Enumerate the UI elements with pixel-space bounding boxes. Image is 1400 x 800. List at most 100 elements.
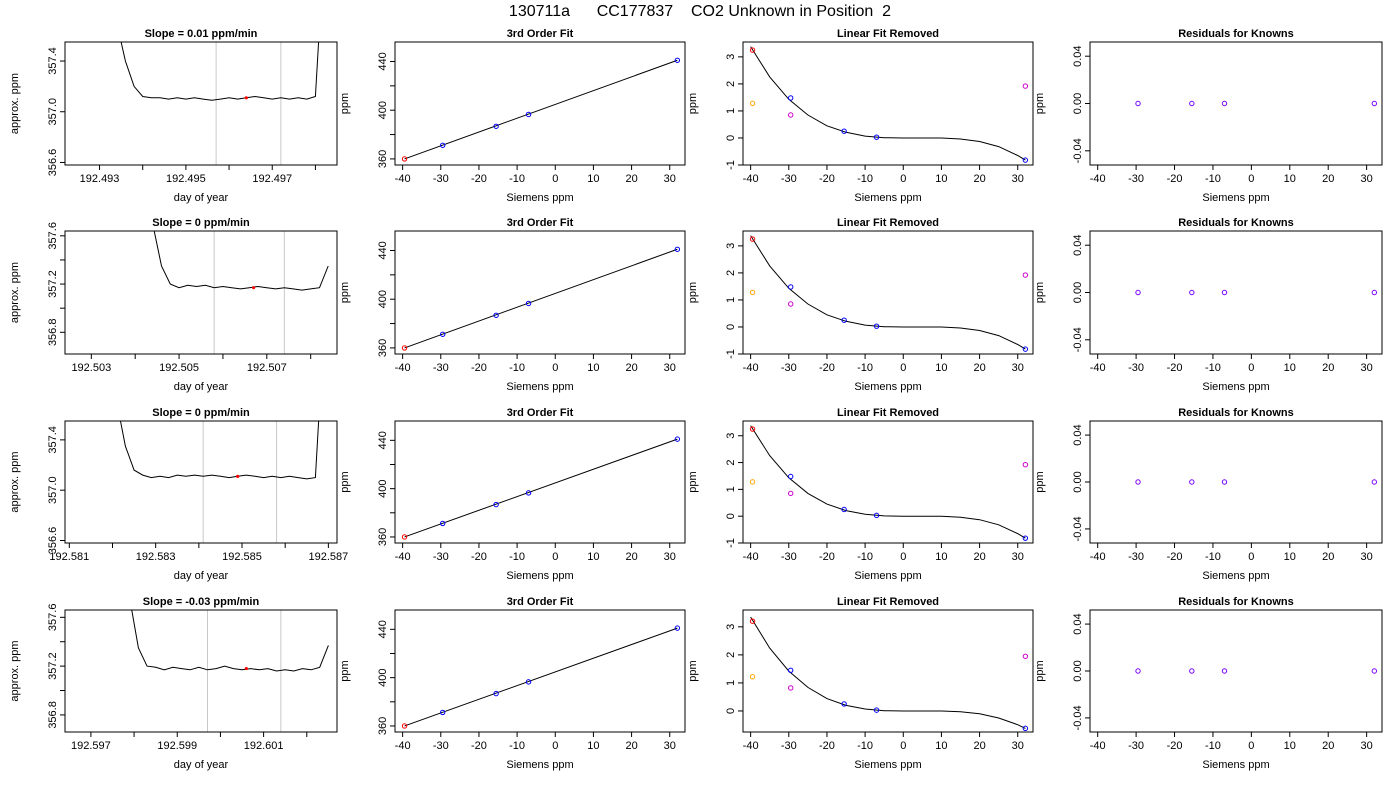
- x-tick-label: -30: [1128, 173, 1144, 185]
- x-tick-label: 10: [587, 740, 599, 752]
- x-tick-label: 0: [1248, 173, 1254, 185]
- data-point: [1135, 668, 1141, 674]
- x-tick-label: 10: [587, 551, 599, 563]
- page-title: 130711a CC177837 CO2 Unknown in Position…: [508, 3, 892, 20]
- x-tick-label: 30: [1361, 173, 1373, 185]
- data-point: [493, 501, 499, 508]
- y-tick-label: 0: [725, 513, 737, 519]
- x-tick-label: -10: [509, 740, 525, 752]
- x-tick-label: -40: [395, 551, 411, 563]
- x-tick-label: 10: [1284, 740, 1296, 752]
- data-point: [1189, 668, 1195, 674]
- x-tick-label: -30: [433, 173, 449, 185]
- chart-title: Slope = 0.01 ppm/min: [145, 28, 258, 40]
- data-point: [1371, 479, 1378, 485]
- chart-title: Residuals for Knowns: [1178, 596, 1294, 608]
- y-tick-label: 357.4: [47, 47, 59, 75]
- y-tick-label: 1: [725, 108, 737, 114]
- x-tick-label: 192.507: [247, 362, 287, 374]
- y-tick-label: 0.00: [1072, 660, 1084, 681]
- chart-title: Linear Fit Removed: [837, 596, 939, 608]
- y-axis-label: approx. ppm: [9, 262, 21, 323]
- data-point: [841, 701, 847, 707]
- data-point: [1135, 479, 1141, 485]
- y-tick-label: 357.2: [47, 652, 59, 680]
- data-point: [1135, 289, 1141, 296]
- x-axis-label: Siemens ppm: [506, 570, 573, 582]
- x-tick-label: -20: [819, 740, 835, 752]
- x-tick-label: 30: [1012, 551, 1024, 563]
- data-point: [674, 57, 681, 63]
- y-tick-label: 356.8: [47, 701, 59, 729]
- y-tick-label: -0.04: [1072, 327, 1084, 352]
- x-tick-label: 10: [1284, 551, 1296, 563]
- plot-area: [119, 421, 320, 543]
- x-tick-label: -10: [509, 551, 525, 563]
- data-point: [439, 142, 446, 148]
- x-tick-label: -20: [471, 173, 487, 185]
- x-tick-label: 20: [625, 551, 637, 563]
- data-point: [525, 490, 532, 496]
- data-point: [1371, 668, 1378, 674]
- data-point: [439, 709, 446, 716]
- fit-curve: [750, 235, 1026, 350]
- x-tick-label: -40: [395, 740, 411, 752]
- plot-frame: [1089, 420, 1383, 544]
- x-tick-label: 0: [1248, 740, 1254, 752]
- x-tick-label: 20: [625, 362, 637, 374]
- data-point: [787, 112, 794, 118]
- plot-area: [401, 625, 681, 729]
- trace-line: [120, 42, 320, 101]
- y-tick-label: 440: [377, 431, 389, 449]
- x-tick-label: -20: [819, 173, 835, 185]
- data-point: [787, 473, 794, 480]
- x-tick-label: -40: [1090, 173, 1106, 185]
- x-tick-label: -40: [743, 173, 759, 185]
- x-tick-label: 10: [587, 362, 599, 374]
- data-point: [787, 685, 794, 691]
- x-tick-label: 30: [664, 173, 676, 185]
- plot-area: [749, 616, 1029, 732]
- chart-title: Slope = -0.03 ppm/min: [143, 596, 260, 608]
- x-axis-label: Siemens ppm: [506, 759, 573, 771]
- data-point: [1022, 272, 1029, 278]
- x-axis-label: Siemens ppm: [1202, 759, 1269, 771]
- data-point: [1022, 83, 1029, 89]
- y-axis-label: ppm: [1034, 660, 1046, 681]
- x-axis-label: Siemens ppm: [1202, 381, 1269, 393]
- y-tick-label: 3: [725, 243, 737, 249]
- chart-panel-2-4: Residuals for Knowns Siemens ppm ppm -40 -30…: [1034, 217, 1383, 393]
- data-point: [841, 128, 847, 134]
- data-point: [787, 95, 794, 101]
- x-tick-label: 192.587: [308, 551, 348, 563]
- plot-area: [1135, 289, 1378, 296]
- x-tick-label: -10: [1205, 362, 1221, 374]
- x-tick-label: 0: [900, 740, 906, 752]
- y-tick-label: 1: [725, 680, 737, 686]
- x-tick-label: 0: [900, 362, 906, 374]
- chart-panel-3-1: Slope = 0 ppm/min day of year approx. ppm 1…: [9, 407, 348, 582]
- y-axis-label: ppm: [687, 471, 699, 492]
- x-axis-label: Siemens ppm: [506, 381, 573, 393]
- x-tick-label: 0: [552, 362, 558, 374]
- data-point: [1221, 479, 1228, 485]
- chart-title: Slope = 0 ppm/min: [152, 217, 250, 229]
- data-point: [1221, 100, 1228, 107]
- marker-point: [236, 474, 240, 478]
- data-point: [1221, 289, 1228, 296]
- chart-panel-1-4: Residuals for Knowns Siemens ppm ppm -40 -30…: [1034, 28, 1383, 204]
- chart-title: Linear Fit Removed: [837, 217, 939, 229]
- y-tick-label: 357.6: [47, 604, 59, 632]
- x-tick-label: 20: [973, 362, 985, 374]
- x-tick-label: -20: [1167, 740, 1183, 752]
- x-tick-label: -20: [471, 362, 487, 374]
- marker-point: [244, 666, 248, 671]
- x-axis-label: day of year: [174, 381, 229, 393]
- x-axis-label: Siemens ppm: [506, 192, 573, 204]
- data-point: [1221, 668, 1228, 674]
- plot-frame: [742, 420, 1034, 544]
- y-axis-label: ppm: [1034, 471, 1046, 492]
- y-tick-label: 2: [725, 270, 737, 276]
- x-tick-label: 30: [1361, 551, 1373, 563]
